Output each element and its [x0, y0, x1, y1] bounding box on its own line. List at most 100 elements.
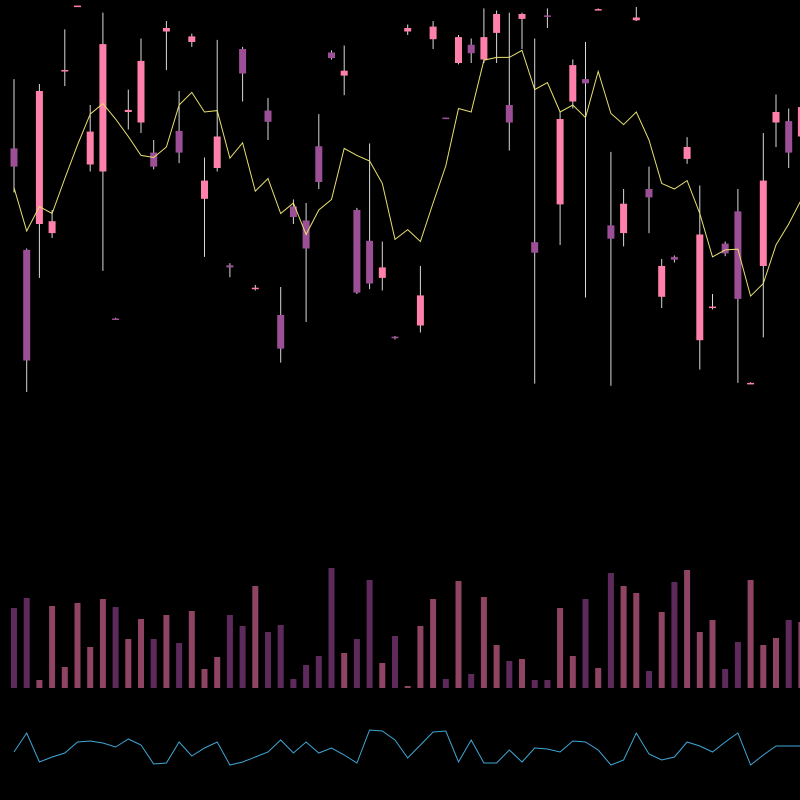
- volume-bar: [176, 643, 183, 688]
- candle-body: [683, 147, 691, 159]
- candle-body: [429, 26, 437, 40]
- volume-bar: [519, 659, 525, 688]
- volume-bar: [226, 615, 233, 688]
- volume-bar: [112, 607, 119, 688]
- volume-bar: [341, 653, 348, 688]
- volume-bar: [290, 679, 297, 688]
- candle-body: [48, 221, 56, 234]
- volume-bar: [646, 671, 652, 688]
- volume-bar: [544, 680, 551, 688]
- volume-bar: [61, 667, 68, 688]
- candle-body: [531, 242, 539, 253]
- volume-bar: [607, 573, 614, 688]
- candle-body: [785, 121, 793, 153]
- candle-body: [289, 206, 297, 217]
- candle-body: [86, 131, 94, 165]
- candle-body: [594, 9, 602, 11]
- candle-body: [124, 109, 132, 112]
- volume-bar: [239, 626, 246, 688]
- volume-bar: [303, 665, 310, 688]
- candle-body: [670, 256, 678, 260]
- volume-bar: [11, 608, 17, 688]
- candle-body: [188, 36, 196, 42]
- candle-body: [797, 107, 800, 137]
- candle-body: [696, 234, 704, 341]
- volume-bar: [163, 615, 170, 688]
- volume-bar: [684, 570, 691, 688]
- candle-body: [10, 148, 18, 167]
- volume-bar: [265, 632, 271, 688]
- volume-bar: [442, 679, 449, 688]
- candle-body: [391, 336, 399, 339]
- volume-bar: [620, 586, 627, 688]
- candle-body: [759, 180, 767, 266]
- candle-body: [201, 180, 208, 199]
- candle-body: [658, 266, 666, 297]
- volume-bar: [773, 638, 779, 688]
- volume-bar: [36, 680, 43, 688]
- volume-bar: [23, 598, 30, 688]
- candle-body: [340, 70, 348, 76]
- candle-body: [607, 225, 615, 239]
- volume-bar: [455, 581, 462, 688]
- indicator-line: [13, 729, 800, 766]
- candle-body: [23, 249, 31, 361]
- volume-bar: [633, 593, 640, 688]
- candle-body: [620, 203, 628, 234]
- candle-body: [264, 110, 272, 122]
- volume-bar: [430, 599, 437, 688]
- candle-body: [226, 265, 234, 268]
- candle-body: [74, 5, 81, 8]
- candle-body: [112, 318, 120, 320]
- candle-body: [556, 119, 564, 205]
- volume-bar: [315, 656, 322, 688]
- volume-bar: [747, 580, 754, 688]
- volume-bar: [595, 668, 602, 688]
- candle-body: [721, 243, 729, 254]
- candle-body: [99, 44, 107, 172]
- volume-bar: [328, 568, 335, 688]
- volume-bar: [74, 603, 81, 688]
- volume-bar: [569, 656, 576, 688]
- volume-bar: [201, 669, 208, 688]
- volume-bar: [277, 625, 284, 688]
- candle-body: [35, 91, 43, 224]
- volume-bar: [798, 622, 800, 688]
- volume-bar: [658, 612, 665, 688]
- candle-body: [416, 295, 424, 326]
- volume-bar: [138, 619, 144, 688]
- volume-bar: [760, 645, 767, 688]
- volume-bar: [468, 674, 475, 688]
- candle-body: [277, 315, 285, 349]
- moving-average-line: [13, 49, 800, 298]
- candle-body: [315, 146, 323, 182]
- candle-body: [175, 130, 183, 153]
- candle-body: [772, 112, 780, 123]
- volume-bar: [366, 580, 373, 688]
- candle-body: [569, 65, 577, 102]
- candle-body: [251, 287, 259, 290]
- candle-body: [518, 14, 526, 19]
- candle-body: [213, 136, 221, 168]
- candle-body: [404, 28, 412, 32]
- candle-body: [734, 211, 742, 299]
- candle-body: [162, 28, 170, 32]
- volume-bar: [125, 639, 132, 688]
- volume-bar: [506, 661, 513, 688]
- candle-body: [645, 189, 653, 198]
- candle-body: [747, 382, 755, 385]
- volume-bar: [379, 663, 386, 688]
- candle-body: [150, 152, 158, 167]
- volume-bar: [531, 680, 538, 688]
- volume-bar: [392, 636, 398, 688]
- volume-bar: [582, 599, 589, 688]
- volume-bar: [480, 597, 487, 688]
- volume-bar: [87, 647, 94, 688]
- candle-body: [455, 37, 462, 63]
- candle-body: [480, 37, 488, 60]
- candle-body: [366, 240, 374, 284]
- candle-body: [709, 306, 716, 309]
- volume-bar: [404, 686, 411, 688]
